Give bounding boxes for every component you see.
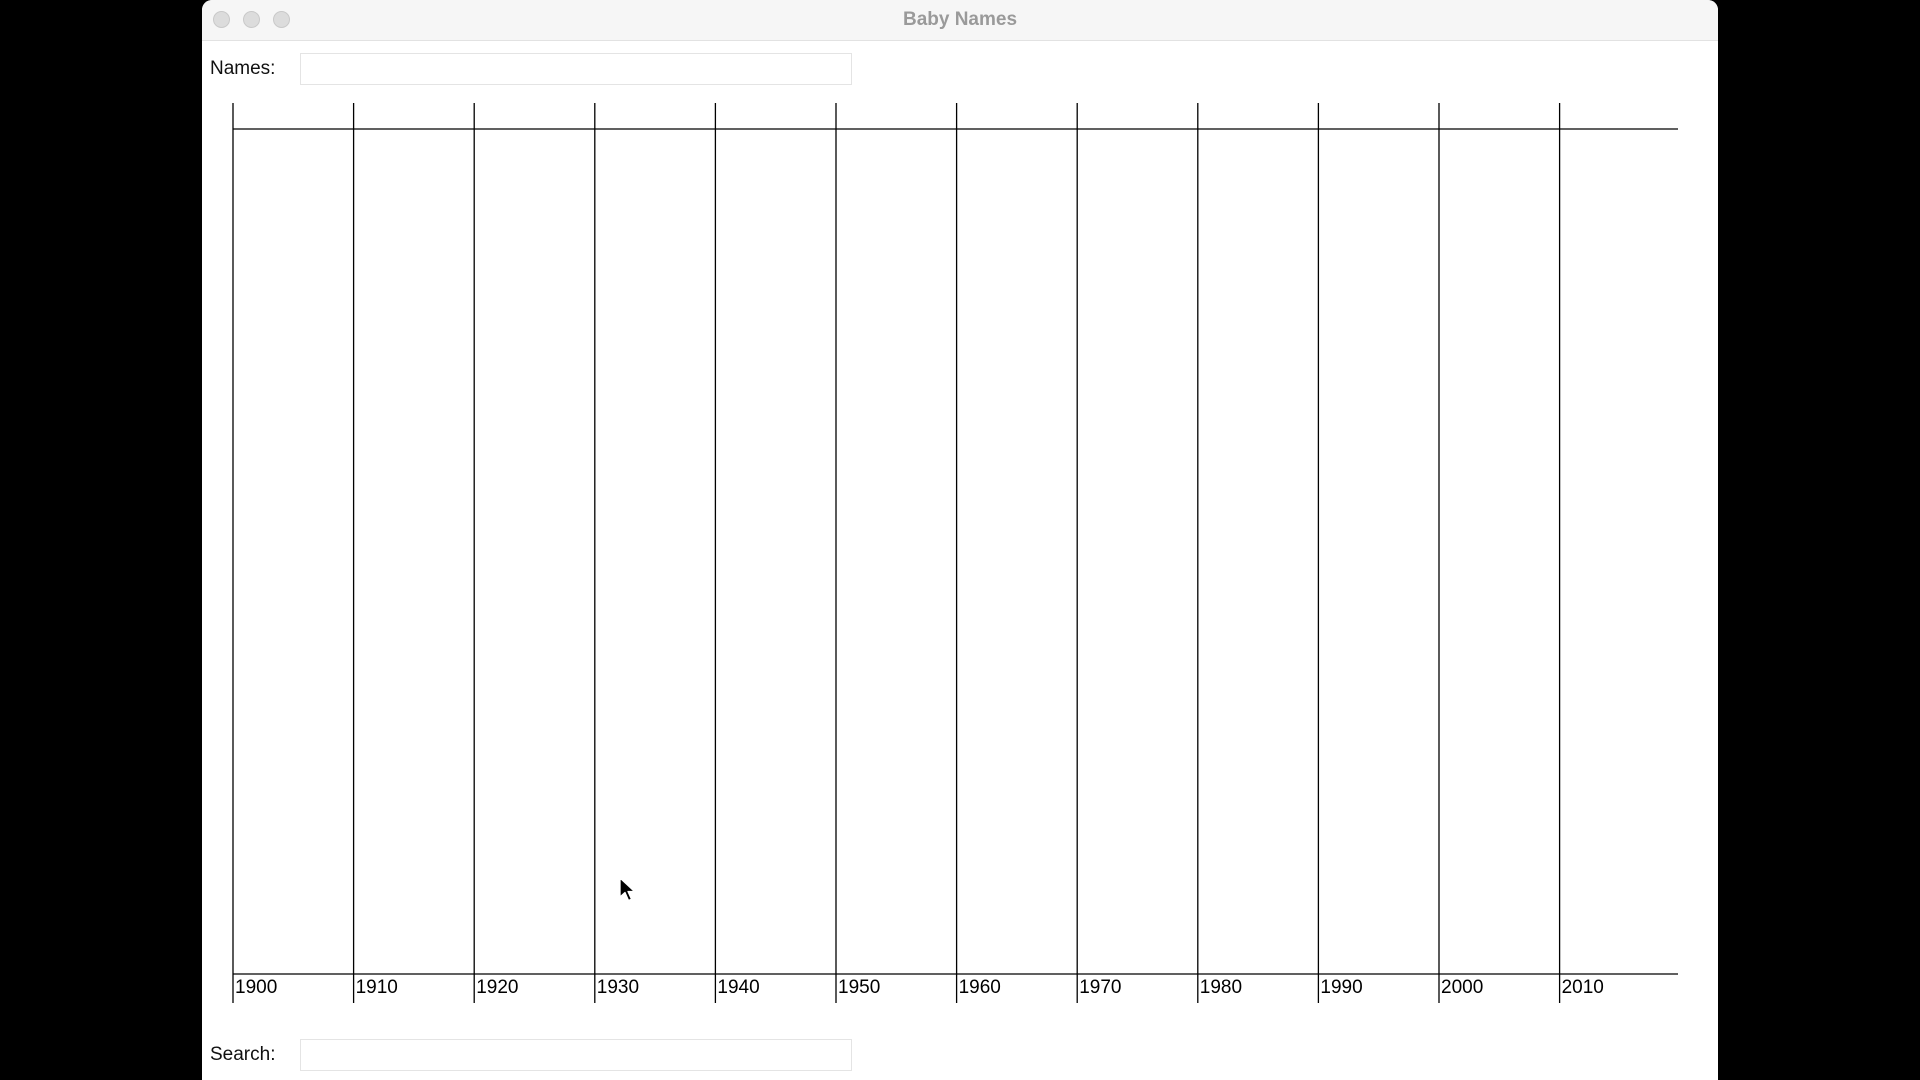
decade-label-1960: 1960 [959,977,1001,998]
decade-label-1970: 1970 [1079,977,1121,998]
app-window: Baby Names Names: 1900 1910 1920 1930 1940 19… [202,0,1718,1080]
decade-label-1990: 1990 [1320,977,1362,998]
close-window-button[interactable] [213,11,230,28]
window-title: Baby Names [902,9,1018,30]
decade-label-1980: 1980 [1200,977,1242,998]
title-bar: Baby Names [202,0,1718,41]
zoom-window-button[interactable] [273,11,290,28]
decade-label-1910: 1910 [356,977,398,998]
mouse-pointer-icon [619,877,636,902]
minimize-window-button[interactable] [243,11,260,28]
decade-label-1950: 1950 [838,977,880,998]
search-label: Search: [210,1044,276,1065]
decade-label-1920: 1920 [476,977,518,998]
names-label: Names: [210,58,276,79]
names-input[interactable] [300,53,852,85]
decade-label-2000: 2000 [1441,977,1483,998]
search-input[interactable] [300,1039,852,1071]
name-popularity-chart: 1900 1910 1920 1930 1940 1950 1960 1970 1980 1990… [232,103,1678,1003]
decade-label-1900: 1900 [235,977,277,998]
decade-label-1930: 1930 [597,977,639,998]
decade-label-2010: 2010 [1562,977,1604,998]
decade-label-1940: 1940 [717,977,759,998]
